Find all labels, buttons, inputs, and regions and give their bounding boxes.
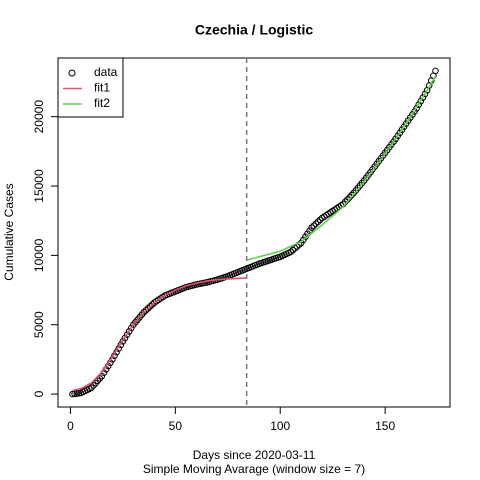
data-point: [316, 216, 324, 224]
data-point: [287, 248, 295, 256]
data-point: [146, 303, 154, 310]
data-point: [144, 305, 152, 312]
data-point: [121, 334, 129, 342]
y-tick-label: 20000: [32, 100, 46, 134]
data-point: [148, 301, 156, 308]
data-point: [123, 331, 131, 339]
fit-line: [72, 277, 247, 392]
x-tick-label: 150: [375, 419, 395, 433]
legend-label: fit2: [94, 96, 110, 110]
data-point: [127, 324, 135, 332]
data-point: [98, 372, 106, 380]
data-point: [421, 90, 429, 98]
y-tick-label: 15000: [32, 169, 46, 203]
fit-line: [246, 76, 437, 262]
data-point: [142, 307, 150, 314]
y-tick-label: 10000: [32, 238, 46, 272]
data-point: [289, 246, 297, 254]
data-point: [291, 245, 299, 252]
data-point: [432, 67, 439, 75]
x-tick-label: 50: [169, 419, 183, 433]
legend-box: [57, 57, 124, 118]
chart-title: Czechia / Logistic: [195, 22, 313, 38]
y-tick-label: 0: [32, 390, 46, 397]
y-tick-label: 5000: [32, 311, 46, 338]
data-point: [419, 94, 427, 101]
x-axis-label: Days since 2020-03-11: [193, 448, 316, 462]
data-point: [308, 224, 315, 231]
y-axis-label: Cumulative Cases: [2, 183, 16, 280]
data-point: [312, 220, 320, 228]
data-point: [119, 338, 127, 345]
data-point: [417, 97, 425, 105]
legend-label: data: [94, 65, 118, 79]
legend-symbol: [68, 69, 76, 77]
data-point: [125, 328, 133, 335]
data-point: [415, 101, 422, 109]
data-point: [140, 308, 148, 316]
x-tick-label: 0: [67, 419, 74, 433]
legend-label: fit1: [94, 81, 110, 95]
x-tick-label: 100: [270, 419, 290, 433]
data-point: [314, 218, 322, 226]
subtitle: Simple Moving Avarage (window size = 7): [143, 462, 365, 476]
plot-frame: [57, 57, 451, 408]
data-point: [310, 222, 318, 230]
